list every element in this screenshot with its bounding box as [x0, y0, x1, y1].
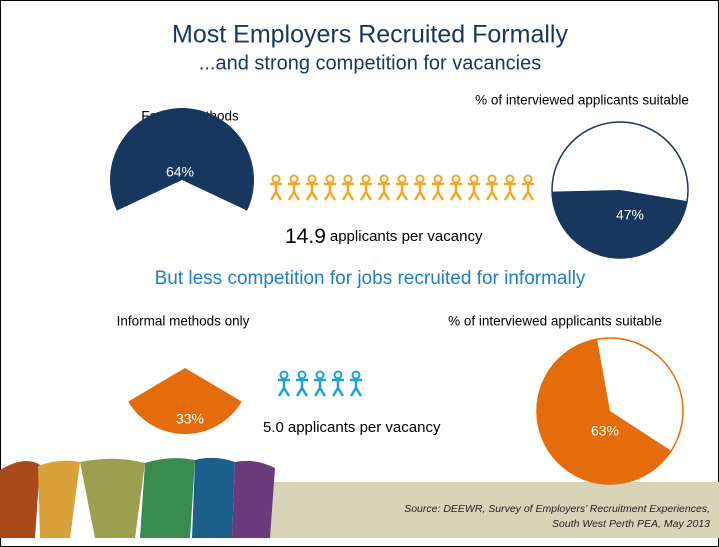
person-head: [505, 174, 515, 184]
caption: applicants per vacancy: [288, 419, 441, 436]
subheading: But less competition for jobs recruited …: [155, 268, 586, 289]
person-body: [503, 182, 517, 201]
person-body: [341, 182, 355, 201]
person-body: [305, 182, 319, 201]
value-label: 5.0: [263, 419, 284, 436]
person-body: [349, 378, 363, 397]
pictogram: [269, 174, 535, 201]
source: South West Perth PEA, May 2013: [552, 518, 710, 530]
person-head: [307, 174, 317, 184]
person-head: [351, 370, 361, 380]
pie-title: % of interviewed applicants suitable: [448, 314, 662, 329]
person-head: [333, 370, 343, 380]
person-body: [295, 378, 309, 397]
person-body: [377, 182, 391, 201]
pie-slice: [110, 108, 255, 211]
person-head: [469, 174, 479, 184]
person-head: [297, 370, 307, 380]
value-label: 33%: [176, 411, 204, 427]
person-body: [395, 182, 409, 201]
pictogram-label: 5.0 applicants per vacancy: [263, 419, 441, 436]
value-label: 64%: [166, 164, 194, 180]
person-body: [313, 378, 327, 397]
person-body: [359, 182, 373, 201]
pie-slice: [128, 368, 242, 434]
subtitle: ...and strong competition for vacancies: [199, 52, 541, 74]
person-body: [431, 182, 445, 201]
person-head: [315, 370, 325, 380]
person-head: [397, 174, 407, 184]
pictogram: [277, 370, 363, 397]
person-head: [343, 174, 353, 184]
person-body: [521, 182, 535, 201]
person-head: [271, 174, 281, 184]
person-head: [433, 174, 443, 184]
person-body: [331, 378, 345, 397]
person-head: [487, 174, 497, 184]
decoration: [0, 457, 719, 538]
person-head: [361, 174, 371, 184]
value-label: 63%: [591, 423, 619, 439]
pictogram-label: 14.9 applicants per vacancy: [285, 225, 483, 248]
pie-slice: [552, 190, 688, 259]
person-body: [449, 182, 463, 201]
person-body: [269, 182, 283, 201]
person-body: [413, 182, 427, 201]
pie-title: % of interviewed applicants suitable: [475, 93, 689, 108]
value-label: 47%: [616, 207, 644, 223]
title: Most Employers Recruited Formally: [172, 21, 568, 49]
caption: applicants per vacancy: [330, 228, 483, 245]
source: Source: DEEWR, Survey of Employers’ Recr…: [404, 503, 710, 515]
pie-slice: [537, 339, 672, 484]
person-head: [279, 370, 289, 380]
person-head: [289, 174, 299, 184]
person-body: [287, 182, 301, 201]
person-head: [523, 174, 533, 184]
pie-title: Informal methods only: [117, 314, 250, 329]
person-head: [325, 174, 335, 184]
person-head: [451, 174, 461, 184]
person-head: [415, 174, 425, 184]
person-body: [467, 182, 481, 201]
person-head: [379, 174, 389, 184]
value-label: 14.9: [285, 225, 326, 248]
person-body: [323, 182, 337, 201]
person-body: [277, 378, 291, 397]
person-body: [485, 182, 499, 201]
